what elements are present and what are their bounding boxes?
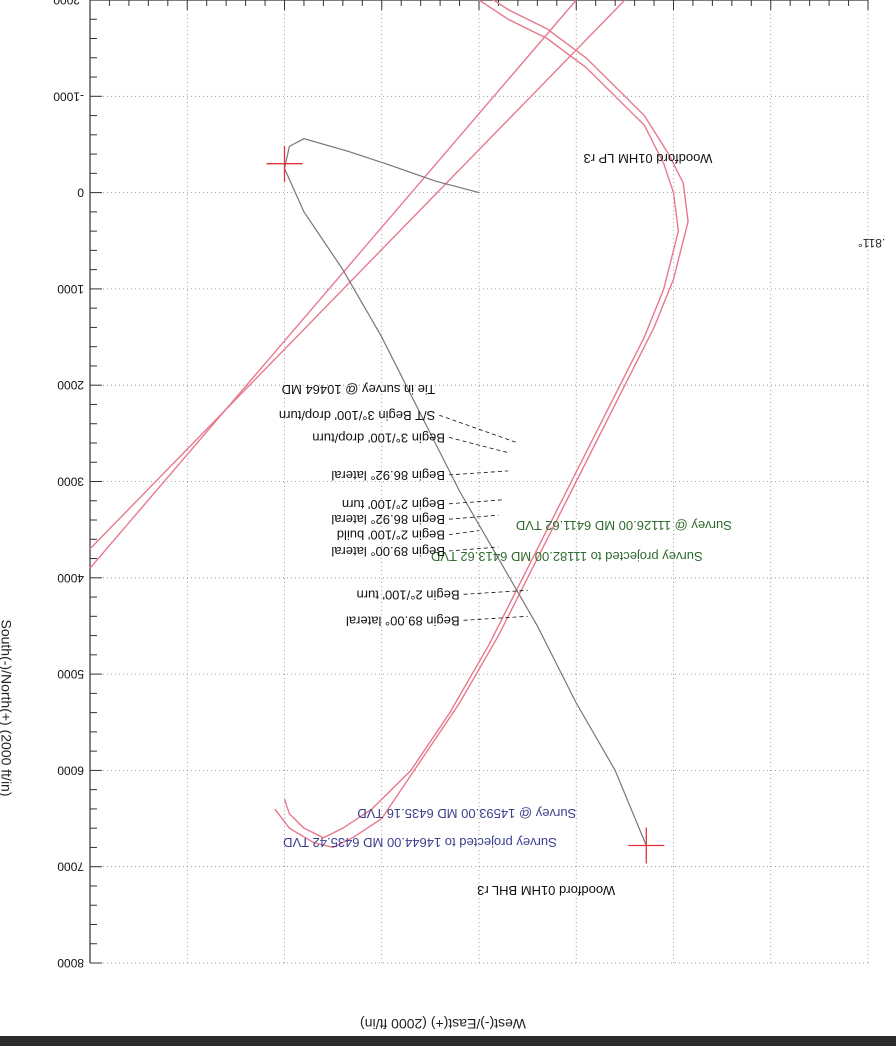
annotations: Woodford 01HM BHL r3 Survey projected to … [279,151,732,898]
boundary-line [89,0,626,550]
annotation-label: Woodford 01HM LP r3 [584,151,713,166]
wellpath-line [283,138,647,846]
y-tick-label: 5000 [57,667,84,681]
annotation-label: Survey projected to 11182.00 MD 6413.62 … [431,549,703,564]
annotation-label: Survey @ 14593.00 MD 6435.16 TVD [357,806,576,821]
axes: -4000-3000-2000-100001000200030004000-20… [53,0,869,970]
annotation-leader [448,546,499,552]
y-tick-label: 4000 [57,571,84,585]
lease-boundaries [89,0,689,849]
boundary-line [274,0,689,849]
annotation-label: Begin 86.92° lateral [331,468,445,483]
annotation-label: Begin 89.00° lateral [331,544,445,559]
annotation-label: Begin 2°/100' build [337,528,445,543]
annotation-label: Survey projected to 14644.00 MD 6435.42 … [283,835,557,850]
scan-edge-bar [0,1036,896,1046]
annotation-leader [448,499,504,505]
target-markers [266,145,665,864]
grid-lines [89,0,869,964]
y-tick-label: 7000 [57,860,84,874]
y-tick-label: -1000 [53,89,84,103]
y-tick-label: 2000 [57,378,84,392]
wellpath-layer [283,138,647,846]
annotation-label: Tie in survey @ 10464 MD [282,382,436,397]
annotation-label: Begin 3°/100' drop/turn [312,430,445,445]
cut-off-label: .811° [858,236,886,250]
annotation-leader [448,470,509,476]
x-axis-label: West(-)/East(+) (2000 ft/in) [360,1016,526,1032]
annotation-leader [448,514,499,520]
y-tick-label: 0 [77,186,84,200]
annotation-leader [439,414,519,444]
annotation-leader [463,589,528,595]
y-tick-label: 8000 [57,956,84,970]
boundary-line [283,0,680,839]
annotation-label: Begin 86.92° lateral [331,512,445,527]
y-tick-label: 3000 [57,475,84,489]
annotation-leader [448,530,480,536]
annotation-leader [463,615,528,621]
rotated-plot-layer: -4000-3000-2000-100001000200030004000-20… [53,0,869,970]
y-axis-label: South(-)/North(+) (2000 ft/in) [0,619,15,797]
annotation-label: Begin 2°/100' turn [342,497,445,512]
y-tick-label: -2000 [53,0,84,7]
y-tick-label: 1000 [57,282,84,296]
annotation-label: Survey @ 11126.00 MD 6411.62 TVD [516,518,732,533]
annotation-leader [448,436,509,453]
annotation-label: Begin 89.00° lateral [346,613,460,628]
y-tick-label: 6000 [57,763,84,777]
annotation-label: Begin 2°/100' turn [356,587,459,602]
annotation-label: S/T Begin 3°/100' drop/turn [279,408,435,423]
boundary-line [89,0,577,569]
annotation-label: Woodford 01HM BHL r3 [477,883,615,898]
